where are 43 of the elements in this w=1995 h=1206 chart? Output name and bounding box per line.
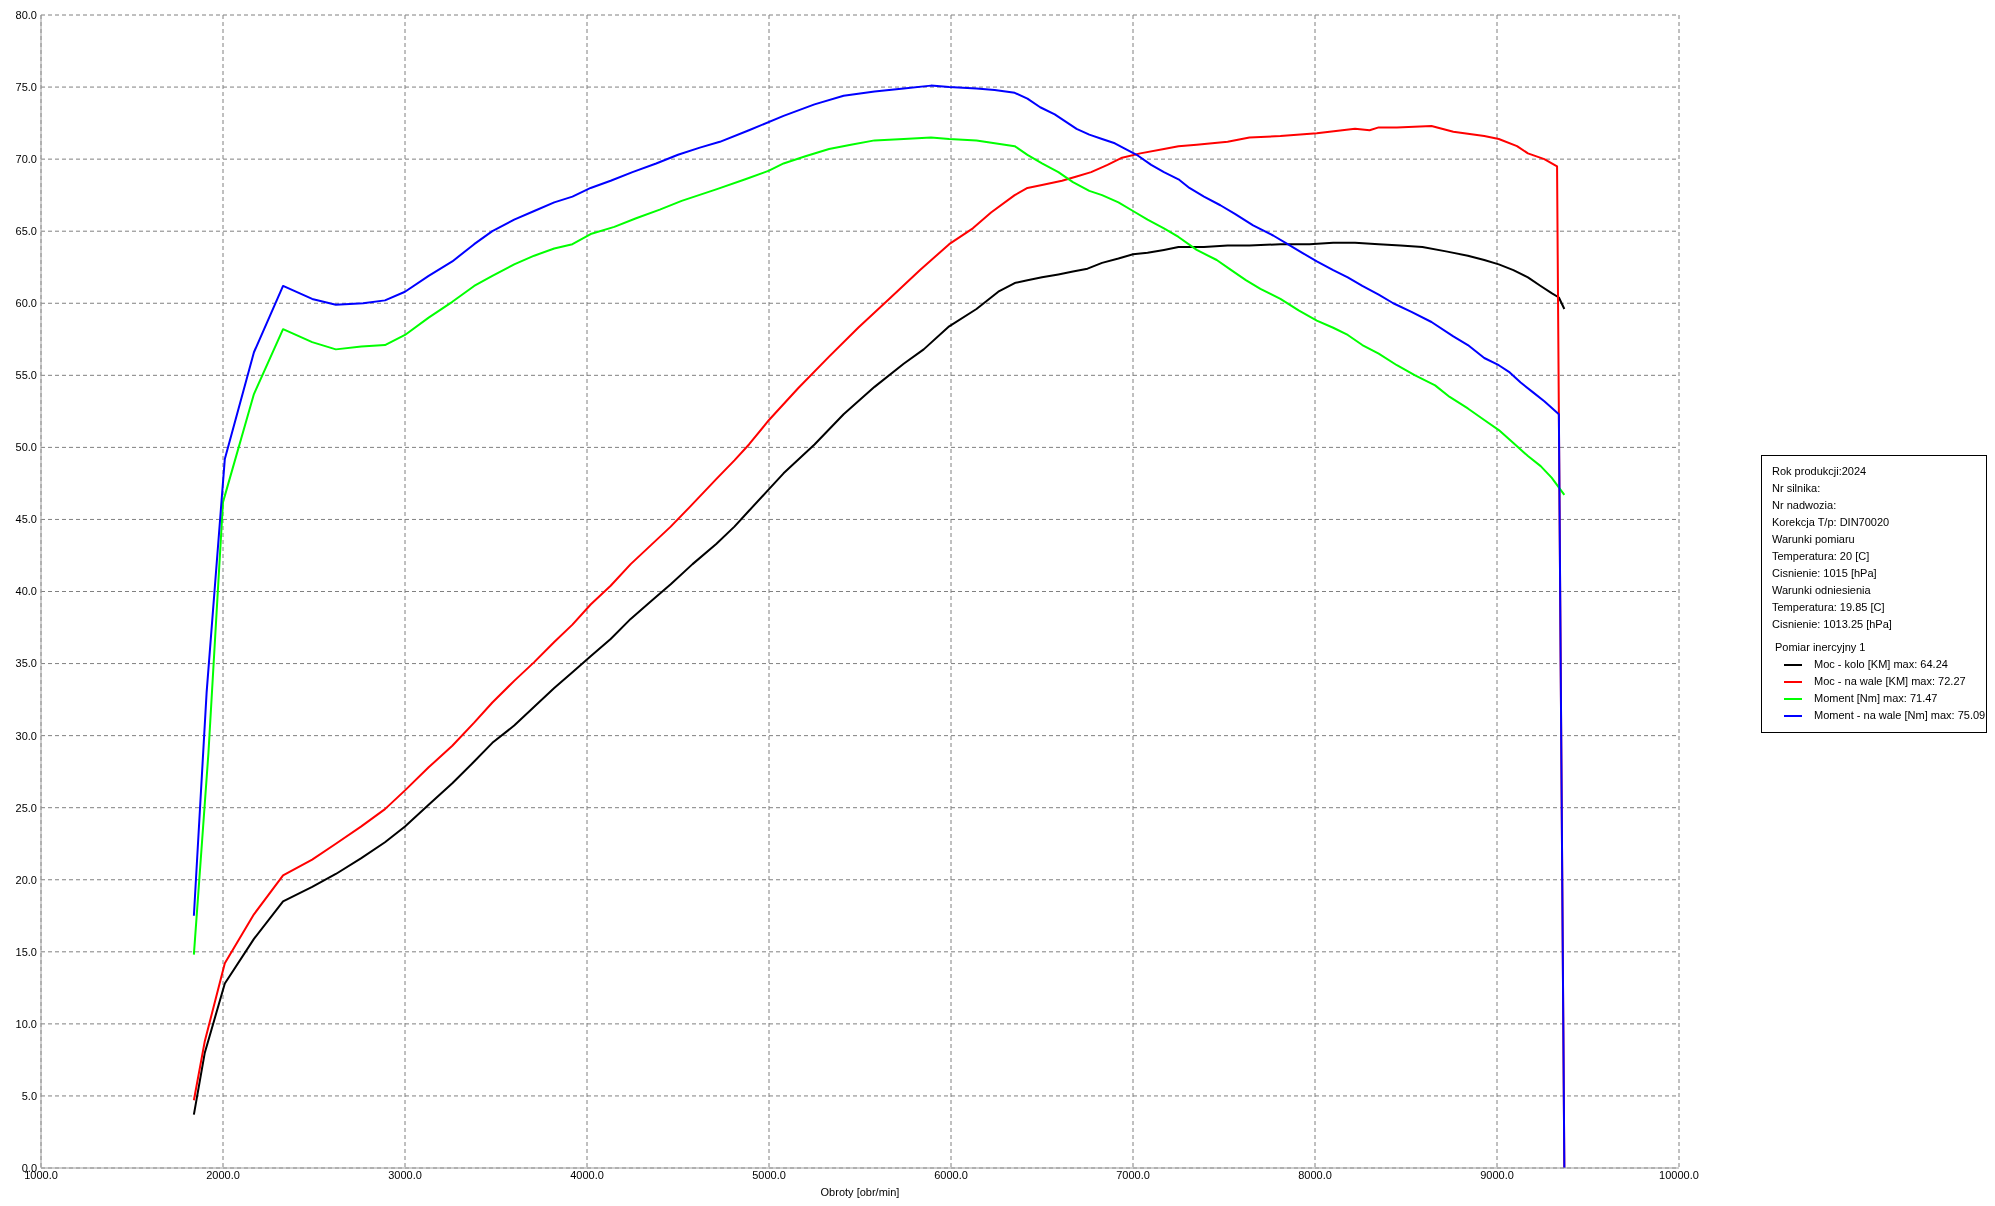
x-tick-label: 8000.0: [1298, 1168, 1332, 1181]
text: Warunki odniesienia: [1772, 583, 1872, 598]
y-tick-label: 30.0: [15, 729, 37, 742]
y-tick-label: 70.0: [15, 153, 37, 166]
x-tick-label: 3000.0: [388, 1168, 422, 1181]
legend-label: Moment [Nm] max: 71.47: [1814, 691, 1938, 706]
y-tick-label: 65.0: [15, 225, 37, 238]
y-tick-label: 80.0: [15, 8, 37, 21]
y-tick-label: 5.0: [21, 1089, 37, 1102]
text: Nr nadwozia:: [1772, 498, 1838, 513]
x-tick-label: 10000.0: [1659, 1168, 1699, 1181]
x-tick-label: 4000.0: [570, 1168, 604, 1181]
y-tick-label: 20.0: [15, 873, 37, 886]
x-tick-label: 7000.0: [1116, 1168, 1150, 1181]
y-tick-label: 40.0: [15, 585, 37, 598]
text: Rok produkcji:2024: [1772, 464, 1868, 479]
y-tick-label: 45.0: [15, 513, 37, 526]
y-tick-label: 55.0: [15, 369, 37, 382]
y-tick-label: 35.0: [15, 657, 37, 670]
text: Warunki pomiaru: [1772, 532, 1856, 547]
legend-label: Moc - kolo [KM] max: 64.24: [1814, 657, 1948, 672]
x-tick-label: 6000.0: [934, 1168, 968, 1181]
x-axis-title: Obroty [obr/min]: [820, 1186, 900, 1198]
text: Temperatura: 19.85 [C]: [1772, 600, 1886, 615]
y-tick-label: 75.0: [15, 80, 37, 93]
x-tick-label: 9000.0: [1480, 1168, 1514, 1181]
legend-label: Moment - na wale [Nm] max: 75.09: [1814, 708, 1986, 723]
text: Korekcja T/p: DIN70020: [1772, 515, 1891, 530]
y-tick-label: 60.0: [15, 297, 37, 310]
legend-label: Moc - na wale [KM] max: 72.27: [1814, 674, 1966, 689]
y-tick-label: 10.0: [15, 1017, 37, 1030]
text: Temperatura: 20 [C]: [1772, 549, 1871, 564]
x-tick-label: 2000.0: [206, 1168, 240, 1181]
x-tick-label: 5000.0: [752, 1168, 786, 1181]
text: Cisnienie: 1013.25 [hPa]: [1772, 617, 1893, 632]
y-tick-label: 15.0: [15, 945, 37, 958]
line-series: [192, 136, 1566, 956]
text: Nr silnika:: [1772, 481, 1822, 496]
y-tick-label: 50.0: [15, 441, 37, 454]
text: Cisnienie: 1015 [hPa]: [1772, 566, 1878, 581]
y-tick-label: 25.0: [15, 801, 37, 814]
line-series: [192, 241, 1566, 1116]
legend-title: Pomiar inercyjny 1: [1774, 640, 1867, 655]
